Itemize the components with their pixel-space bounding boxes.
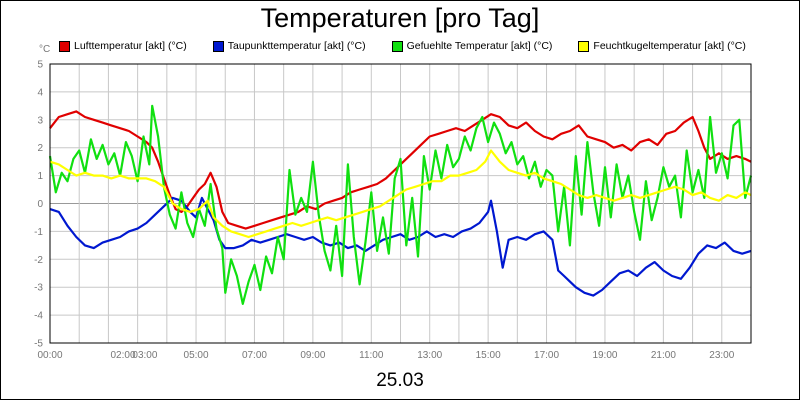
y-tick-label: -3 [34,283,43,294]
legend-label-feuchtkugeltemperatur: Feuchtkugeltemperatur [akt] (°C) [593,40,746,52]
x-tick-label: 11:00 [359,350,384,361]
x-tick-label: 05:00 [184,350,209,361]
y-axis-unit: °C [39,44,51,55]
legend-swatch-feuchtkugeltemperatur [578,40,590,52]
legend-swatch-lufttemperatur [59,40,70,52]
series-line-2 [48,104,753,305]
x-tick-label: 09:00 [300,350,325,361]
series-line-0 [49,110,752,230]
y-tick-label: 5 [37,60,43,71]
x-tick-label: 13:00 [417,350,442,361]
y-tick-label: 0 [37,199,43,210]
legend-item-lufttemperatur: Lufttemperatur [akt] (°C) [59,40,187,52]
legend-item-feuchtkugeltemperatur: Feuchtkugeltemperatur [akt] (°C) [578,40,746,52]
y-tick-label: 2 [37,143,43,154]
x-tick-label: 02:00 [111,350,136,361]
legend-swatch-taupunkttemperatur [212,40,224,52]
x-tick-label: 21:00 [651,350,676,361]
y-tick-label: -1 [34,227,43,238]
y-tick-label: -4 [34,311,43,322]
legend-label-lufttemperatur: Lufttemperatur [akt] (°C) [74,40,187,52]
legend-label-taupunkttemperatur: Taupunkttemperatur [akt] (°C) [227,40,366,52]
legend-swatch-gefuehlte-temperatur [391,40,403,52]
x-tick-label: 17:00 [534,350,559,361]
x-tick-label: 07:00 [242,350,267,361]
x-tick-label: 15:00 [476,350,501,361]
legend: Lufttemperatur [akt] (°C) Taupunkttemper… [59,39,772,53]
y-tick-label: -2 [34,255,43,266]
legend-label-gefuehlte-temperatur: Gefuehlte Temperatur [akt] (°C) [406,40,553,52]
plot-border [49,63,752,344]
x-tick-label: 23:00 [709,350,734,361]
x-tick-label: 19:00 [592,350,617,361]
legend-item-gefuehlte-temperatur: Gefuehlte Temperatur [akt] (°C) [391,40,553,52]
date-label: 25.03 [376,370,424,391]
y-tick-label: 4 [37,87,43,98]
y-tick-label: 3 [37,115,43,126]
series-line-3 [49,149,752,239]
legend-item-taupunkttemperatur: Taupunkttemperatur [akt] (°C) [212,40,366,52]
y-tick-label: 1 [37,171,43,182]
chart-title: Temperaturen [pro Tag] [260,3,540,33]
x-tick-label: 00:00 [37,350,62,361]
y-tick-label: -5 [34,339,43,350]
x-tick-label: 03:00 [132,350,157,361]
